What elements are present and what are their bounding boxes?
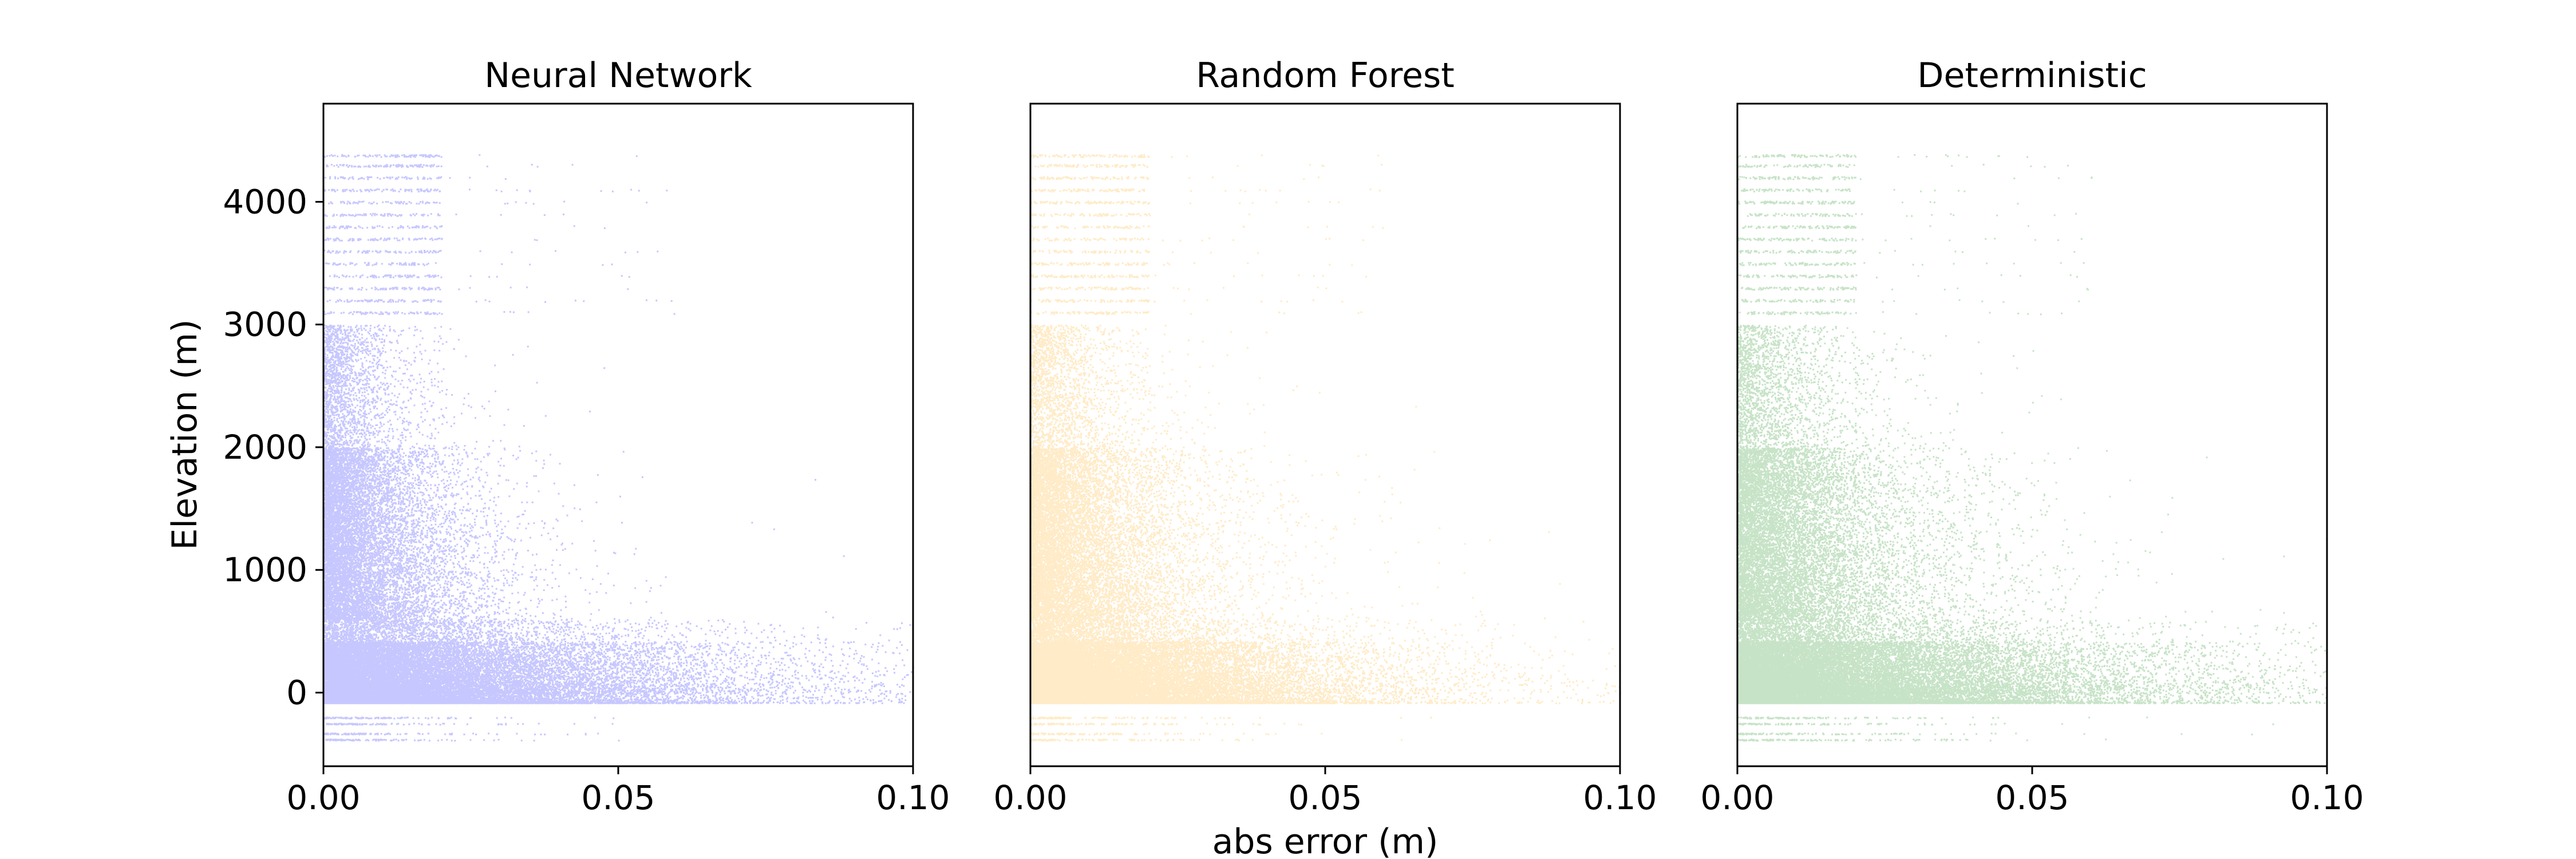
y-tick-label: 0 (286, 673, 307, 712)
y-tick-label: 2000 (223, 428, 307, 467)
scatter-point-cloud (1737, 153, 2328, 742)
x-tick-label: 0.05 (581, 778, 655, 817)
panel-title: Neural Network (484, 56, 752, 96)
x-axis-ticks: 0.00 0.05 0.10 (286, 766, 950, 817)
x-tick-label: 0.00 (993, 778, 1067, 817)
panel-title: Random Forest (1196, 56, 1455, 96)
x-tick-label: 0.10 (2290, 778, 2364, 817)
y-tick-label: 1000 (223, 550, 307, 589)
x-tick-label: 0.05 (1995, 778, 2069, 817)
y-tick-label: 4000 (223, 182, 307, 221)
scatter-points-neural-network (323, 153, 914, 742)
x-tick-label: 0.00 (1700, 778, 1774, 817)
scatter-points-deterministic (1737, 153, 2328, 742)
scatter-points-random-forest (1030, 153, 1622, 742)
panel-neural-network: Neural Network 0.00 0.05 0.10 0 1000 2000 300… (165, 56, 950, 817)
x-tick-label: 0.00 (286, 778, 360, 817)
x-tick-label: 0.10 (1583, 778, 1657, 817)
scatter-point-cloud (1030, 153, 1622, 742)
panel-random-forest: Random Forest 0.00 0.05 0.10 abs error (m) (993, 56, 1657, 859)
scatter-point-cloud (323, 153, 914, 742)
panel-title: Deterministic (1917, 56, 2147, 96)
y-axis-ticks: 0 1000 2000 3000 4000 (223, 182, 323, 712)
x-tick-label: 0.10 (876, 778, 950, 817)
x-axis-label: abs error (m) (1212, 822, 1439, 859)
x-tick-label: 0.05 (1288, 778, 1362, 817)
y-tick-label: 3000 (223, 305, 307, 344)
panel-deterministic: Deterministic 0.00 0.05 0.10 (1700, 56, 2364, 817)
x-axis-ticks: 0.00 0.05 0.10 (1700, 766, 2364, 817)
x-axis-ticks: 0.00 0.05 0.10 (993, 766, 1657, 817)
y-axis-label: Elevation (m) (165, 319, 205, 550)
